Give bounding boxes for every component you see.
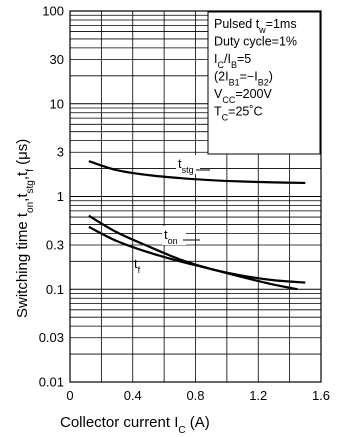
series-line-t-stg [88, 160, 306, 185]
condition-line: Pulsed tw=1ms [214, 17, 297, 35]
y-tick-label: 1 [57, 189, 64, 204]
condition-line: Duty cycle=1% [214, 35, 297, 49]
x-tick-label: 1.2 [249, 388, 267, 403]
series-line-t-f [88, 225, 298, 291]
x-tick-label: 0.8 [186, 388, 204, 403]
x-tick-label: 0 [66, 388, 73, 403]
curve-label-bg [176, 155, 200, 174]
axis-labels: Collector current IC (A) Switching time t… [14, 139, 210, 436]
curve-label-t-stg: tstg [178, 156, 194, 175]
y-tick-label: 0.03 [39, 330, 64, 345]
y-tick-label: 10 [50, 96, 64, 111]
y-tick-label: 3 [57, 145, 64, 160]
curve-label-t-f: tf [134, 256, 141, 275]
y-tick-label: 30 [50, 52, 64, 67]
tick-labels: 100 30 10 3 1 0.3 0.1 0.03 0.010 0.4 0.8 1.2 1.6 [39, 4, 330, 404]
y-tick-label: 0.01 [39, 375, 64, 390]
y-tick-label: 100 [42, 4, 64, 19]
y-tick-label: 0.3 [46, 237, 64, 252]
conditions-box-frame [207, 11, 321, 155]
curve-label-bg [162, 226, 186, 245]
y-axis-label: Switching time ton,tstg,tf (μs) [14, 139, 36, 318]
condition-line: TC=25˚C [214, 105, 263, 123]
condition-line: IC/IB=5 [214, 52, 251, 70]
x-tick-label: 0.4 [124, 388, 142, 403]
y-tick-label: 0.1 [46, 282, 64, 297]
x-tick-label: 1.6 [312, 388, 330, 403]
curve-label-t-on: ton [164, 227, 178, 246]
condition-line: (2IB1=−IB2) [214, 70, 273, 88]
series-line-t-on [88, 214, 306, 284]
x-axis-label: Collector current IC (A) [60, 414, 210, 436]
series-layer: tstg ton tf [88, 155, 306, 291]
plot-frame [69, 10, 322, 383]
condition-line: VCC=200V [214, 87, 272, 105]
